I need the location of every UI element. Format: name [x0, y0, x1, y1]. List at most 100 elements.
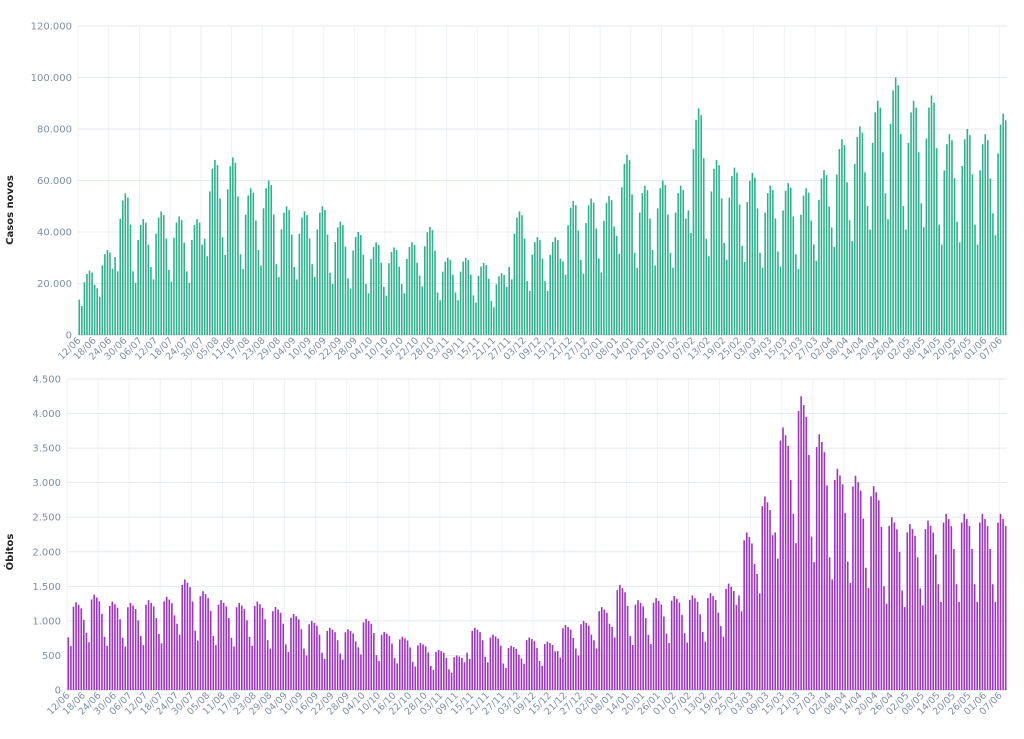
deaths-bar — [593, 640, 595, 690]
deaths-bar — [411, 661, 414, 690]
deaths-bar — [551, 645, 554, 690]
deaths-bar — [406, 640, 409, 690]
deaths-bar — [264, 619, 266, 690]
deaths-bar — [370, 623, 373, 690]
deaths-bar — [846, 561, 849, 690]
new-cases-bar — [789, 187, 792, 335]
deaths-bar — [784, 435, 787, 690]
new-cases-bar — [674, 212, 677, 335]
deaths-bar — [204, 594, 207, 690]
deaths-bar — [217, 604, 220, 690]
deaths-bar — [352, 633, 354, 690]
deaths-bar — [349, 631, 352, 690]
new-cases-bar — [580, 259, 582, 335]
new-cases-bar — [610, 200, 613, 335]
new-cases-bar — [953, 178, 956, 335]
deaths-bar — [725, 588, 727, 690]
new-cases-bar — [700, 115, 702, 335]
new-cases-bar — [362, 254, 365, 335]
new-cases-bar — [615, 235, 618, 335]
new-cases-bar — [139, 224, 142, 335]
deaths-bar — [165, 596, 168, 690]
new-cases-bar — [807, 192, 810, 335]
deaths-bar — [178, 634, 181, 690]
new-cases-bar — [375, 242, 377, 335]
deaths-bar — [432, 669, 435, 690]
new-cases-bar — [155, 233, 157, 335]
new-cases-bar — [940, 244, 943, 335]
new-cases-bar — [605, 202, 608, 335]
deaths-bar — [313, 622, 316, 690]
deaths-bar — [101, 613, 103, 690]
new-cases-bar — [994, 235, 997, 335]
new-cases-bar — [961, 166, 964, 335]
new-cases-bar — [928, 107, 930, 335]
new-cases-bar — [93, 284, 96, 335]
new-cases-bar — [180, 220, 183, 335]
deaths-bar — [401, 636, 404, 690]
new-cases-bar — [137, 239, 139, 335]
deaths-bar — [272, 611, 274, 690]
deaths-bar — [704, 641, 707, 690]
deaths-bar — [85, 632, 88, 690]
new-cases-bar — [257, 250, 260, 335]
deaths-bar — [194, 630, 196, 690]
new-cases-bar — [590, 198, 592, 335]
deaths-bar — [1002, 519, 1004, 690]
deaths-y-ticks: 0 500 1.000 1.500 2.000 2.500 3.000 3.500 4.000 4… — [32, 375, 61, 697]
new-cases-bar — [876, 100, 879, 335]
deaths-bar — [158, 634, 160, 690]
new-cases-bar — [743, 261, 746, 335]
deaths-bar — [945, 513, 947, 690]
new-cases-bar — [718, 165, 720, 335]
new-cases-bar — [836, 174, 838, 335]
deaths-bar — [691, 595, 694, 690]
new-cases-bar — [485, 265, 487, 335]
deaths-bar — [538, 660, 541, 690]
new-cases-bar — [370, 258, 372, 335]
new-cases-bar — [661, 180, 664, 335]
new-cases-bar — [308, 238, 311, 335]
new-cases-bar — [173, 237, 175, 335]
deaths-bar — [536, 647, 538, 690]
new-cases-bar — [989, 178, 992, 335]
deaths-bar — [378, 660, 380, 690]
new-cases-bar — [595, 228, 598, 335]
deaths-bar — [404, 638, 406, 690]
deaths-bar — [145, 604, 147, 690]
deaths-bar — [287, 651, 290, 690]
deaths-bar — [479, 632, 481, 690]
deaths-bar — [580, 624, 582, 690]
new-cases-bar — [644, 185, 646, 335]
deaths-bar — [481, 640, 484, 690]
new-cases-bar — [805, 188, 807, 335]
deaths-bar — [735, 604, 738, 690]
deaths-bar — [77, 604, 80, 690]
new-cases-bar — [598, 258, 600, 335]
new-cases-bar — [756, 208, 759, 335]
new-cases-bar — [603, 220, 605, 335]
new-cases-bar — [987, 140, 989, 335]
deaths-bar — [927, 520, 929, 690]
new-cases-bar — [403, 293, 406, 335]
new-cases-bar — [531, 254, 534, 335]
new-cases-bar — [866, 206, 869, 335]
new-cases-bar — [336, 227, 339, 335]
new-cases-bar — [685, 218, 687, 335]
new-cases-bar — [633, 252, 636, 335]
new-cases-bar — [869, 229, 871, 335]
new-cases-bar — [513, 233, 516, 335]
deaths-bar — [587, 625, 590, 690]
new-cases-bar — [946, 144, 948, 335]
new-cases-bar — [702, 158, 705, 335]
new-cases-bar — [196, 219, 198, 335]
new-cases-bar — [431, 230, 434, 335]
deaths-bar — [590, 634, 593, 690]
deaths-bar — [90, 599, 93, 690]
deaths-x-ticks: 12/0618/0624/0630/0606/0712/0718/0724/07… — [45, 690, 1004, 717]
new-cases-bar — [111, 268, 114, 335]
deaths-bar — [383, 631, 386, 690]
deaths-bar — [802, 405, 805, 690]
new-cases-bar — [626, 154, 628, 335]
deaths-bar — [738, 595, 740, 690]
